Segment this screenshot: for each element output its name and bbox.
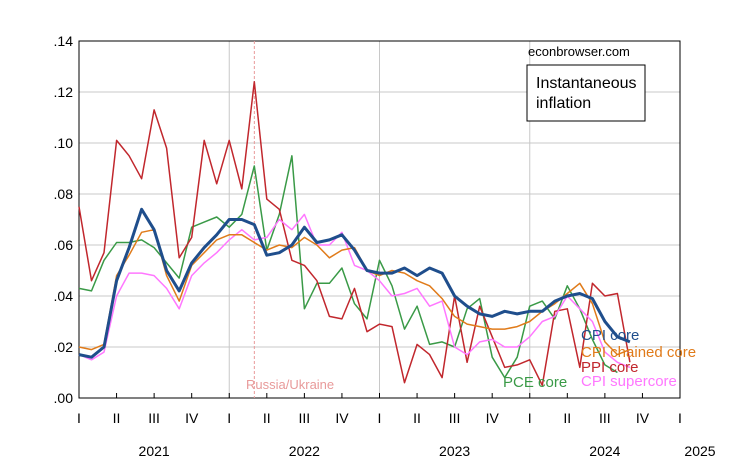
quarter-label: IV [335, 410, 349, 426]
series-line-pce-core [78, 155, 618, 379]
legend-box-line-2: inflation [536, 95, 591, 112]
quarter-label: II [263, 410, 271, 426]
year-label: 2024 [589, 443, 620, 459]
series-line-cpi-chained-core [78, 228, 631, 356]
quarter-label: IV [486, 410, 500, 426]
series-line-cpi-supercore [78, 213, 631, 369]
y-tick-label: .06 [54, 237, 74, 253]
quarter-label: III [599, 410, 611, 426]
quarter-label: I [227, 410, 231, 426]
y-tick-label: .10 [54, 135, 74, 151]
y-tick-labels: .00 .02 .04 .06 .08 .10 .12 .14 [54, 33, 74, 406]
grid-lines [79, 41, 680, 398]
quarter-label: II [113, 410, 121, 426]
y-tick-label: .12 [54, 84, 74, 100]
series-label-cpi-chained-core: CPI chained core [581, 344, 696, 361]
series-label-pce-core: PCE core [503, 374, 567, 391]
y-tick-label: .04 [54, 288, 74, 304]
source-note: econbrowser.com [528, 44, 630, 59]
y-tick-label: .00 [54, 390, 74, 406]
quarter-label: IV [185, 410, 199, 426]
quarter-label: I [77, 410, 81, 426]
year-label: 2021 [139, 443, 170, 459]
quarter-label: III [299, 410, 311, 426]
quarter-label: I [678, 410, 682, 426]
y-tick-label: .14 [54, 33, 74, 49]
series-label-cpi-core: CPI core [581, 327, 639, 344]
legend-box-line-1: Instantaneous [536, 75, 637, 92]
series-label-cpi-supercore: CPI supercore [581, 373, 677, 390]
legend-box [526, 64, 646, 122]
year-label: 2023 [439, 443, 470, 459]
quarter-label: II [413, 410, 421, 426]
series-line-cpi-core [78, 207, 631, 359]
event-label: Russia/Ukraine [246, 377, 334, 392]
quarter-label: III [148, 410, 160, 426]
quarter-label: II [563, 410, 571, 426]
year-label: 2025 [684, 443, 715, 459]
quarter-label: III [449, 410, 461, 426]
quarter-label: I [378, 410, 382, 426]
series-lines [78, 81, 631, 387]
y-tick-label: .02 [54, 339, 74, 355]
quarter-label: IV [636, 410, 650, 426]
series-label-ppi-core: PPI core [581, 359, 639, 376]
series-line-ppi-core [78, 81, 631, 387]
quarter-label: I [528, 410, 532, 426]
year-label: 2022 [289, 443, 320, 459]
y-tick-label: .08 [54, 186, 74, 202]
